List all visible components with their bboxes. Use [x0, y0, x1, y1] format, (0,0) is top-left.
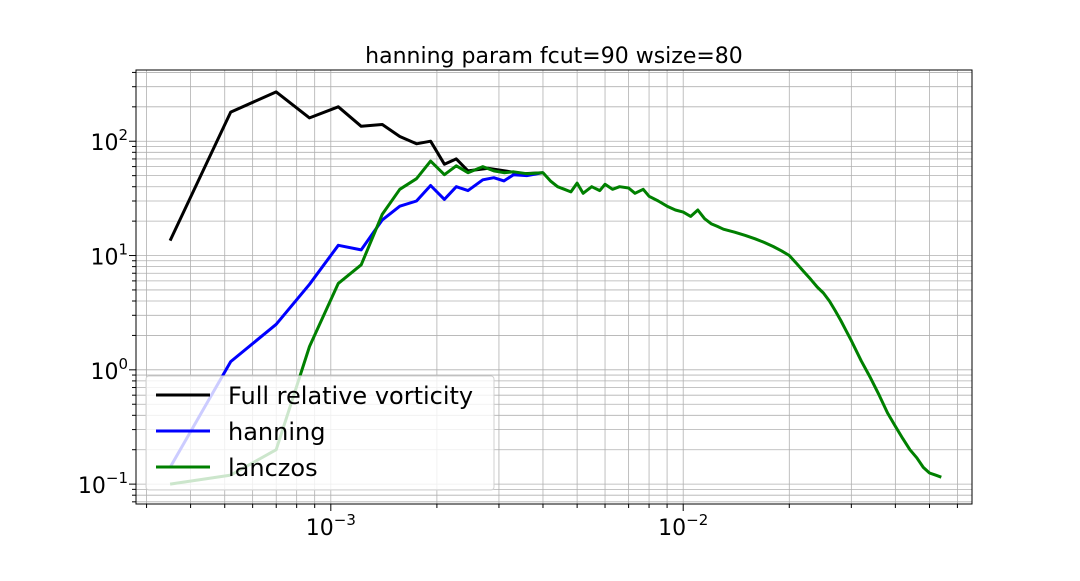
axes-frame — [135, 69, 973, 505]
plot-area — [168, 90, 942, 486]
legend: Full relative vorticity hanning lanczos — [145, 375, 495, 491]
grid — [136, 70, 972, 504]
axis-ticks: 10−3 10−2 10−1 100 101 102 — [78, 71, 958, 541]
series-2 — [169, 159, 942, 486]
y-tick-label: 102 — [90, 126, 128, 156]
series-line — [168, 171, 544, 469]
series-line — [169, 159, 942, 486]
legend-label: lanczos — [228, 454, 318, 482]
legend-label: Full relative vorticity — [228, 382, 473, 410]
x-tick-label: 10−2 — [658, 511, 708, 541]
x-tick-label: 10−3 — [306, 511, 356, 541]
y-tick-label: 100 — [90, 355, 128, 385]
legend-label: hanning — [228, 418, 325, 446]
y-tick-label: 101 — [90, 241, 128, 271]
series-1 — [168, 171, 544, 469]
legend-box — [145, 375, 495, 491]
y-tick-label: 10−1 — [78, 469, 128, 499]
chart-title: hanning param fcut=90 wsize=80 — [365, 44, 743, 69]
